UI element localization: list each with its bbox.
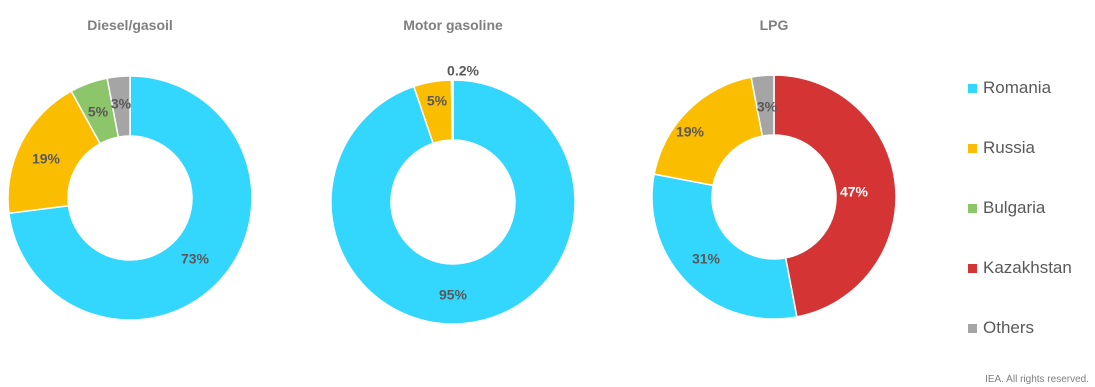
chart-title-motor-gasoline: Motor gasoline xyxy=(403,17,503,33)
legend-swatch-kazakhstan xyxy=(968,263,977,273)
legend-swatch-bulgaria xyxy=(968,203,977,213)
legend-item-russia: Russia xyxy=(968,118,1072,178)
data-label-motor-gasoline-others: 0.2% xyxy=(447,63,479,79)
slice-diesel-gasoil-romania xyxy=(8,75,253,321)
copyright-footer: IEA. All rights reserved. xyxy=(985,374,1089,385)
data-label-lpg-kazakhstan: 47% xyxy=(840,184,869,200)
data-label-lpg-romania: 31% xyxy=(692,251,721,267)
slice-lpg-russia xyxy=(653,76,764,187)
legend-label-russia: Russia xyxy=(983,138,1035,157)
data-label-lpg-others: 3% xyxy=(757,99,778,115)
data-label-motor-gasoline-romania: 95% xyxy=(439,287,468,303)
legend-item-bulgaria: Bulgaria xyxy=(968,178,1072,238)
legend-label-bulgaria: Bulgaria xyxy=(983,198,1046,217)
legend: Romania Russia Bulgaria Kazakhstan Other… xyxy=(968,58,1072,358)
slice-lpg-romania xyxy=(651,173,798,320)
data-label-diesel-gasoil-russia: 19% xyxy=(32,151,61,167)
legend-label-romania: Romania xyxy=(983,78,1052,97)
legend-swatch-romania xyxy=(968,83,977,93)
slice-lpg-others xyxy=(750,74,775,137)
chart-title-lpg: LPG xyxy=(760,17,789,33)
slice-diesel-gasoil-others xyxy=(106,75,131,138)
data-label-diesel-gasoil-romania: 73% xyxy=(181,251,210,267)
slice-lpg-kazakhstan xyxy=(773,74,897,318)
legend-swatch-others xyxy=(968,323,977,333)
slice-motor-gasoline-others xyxy=(450,79,454,141)
data-label-diesel-gasoil-others: 3% xyxy=(111,96,132,112)
legend-item-kazakhstan: Kazakhstan xyxy=(968,238,1072,298)
legend-swatch-russia xyxy=(968,143,977,153)
legend-item-others: Others xyxy=(968,298,1072,358)
legend-label-others: Others xyxy=(983,318,1035,337)
chart-title-diesel-gasoil: Diesel/gasoil xyxy=(87,17,173,33)
legend-item-romania: Romania xyxy=(968,58,1072,118)
data-label-diesel-gasoil-bulgaria: 5% xyxy=(88,104,109,120)
legend-label-kazakhstan: Kazakhstan xyxy=(983,258,1072,277)
data-label-lpg-russia: 19% xyxy=(676,124,705,140)
slice-motor-gasoline-romania xyxy=(330,79,576,325)
data-label-motor-gasoline-russia: 5% xyxy=(427,93,448,109)
